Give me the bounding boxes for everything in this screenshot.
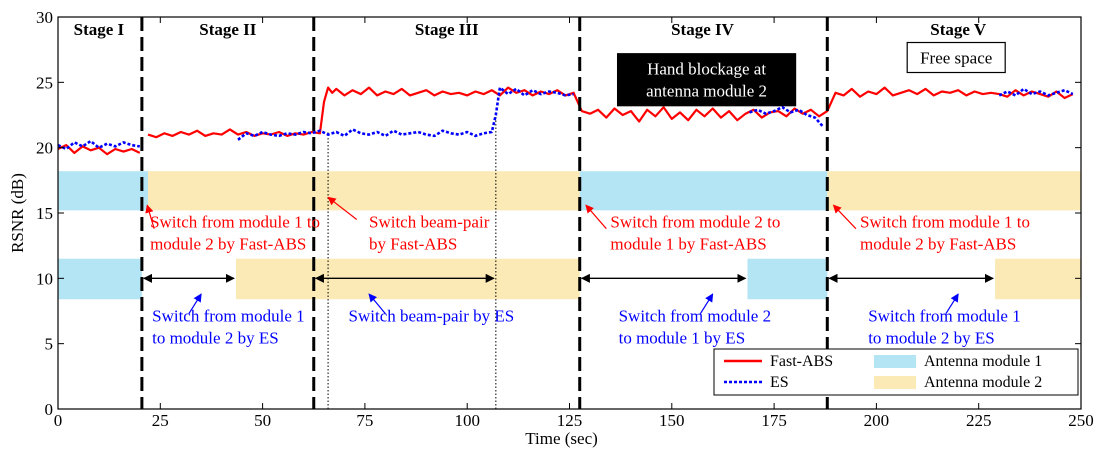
stage-labels: Stage I Stage II Stage III Stage IV Stage V bbox=[74, 20, 987, 39]
fast-abs-annotation-line: module 2 by Fast-ABS bbox=[150, 234, 306, 253]
y-tick-label: 10 bbox=[36, 269, 53, 288]
band-module1 bbox=[747, 258, 828, 300]
x-tick-label: 125 bbox=[557, 411, 583, 430]
stage-label: Stage I bbox=[74, 20, 125, 39]
y-tick-label: 5 bbox=[45, 335, 54, 354]
series-line-es bbox=[237, 86, 574, 141]
fast-abs-annotation-text: Switch from module 1 to module 2 by Fast-… bbox=[150, 212, 320, 253]
x-tick-label: 75 bbox=[356, 411, 373, 430]
series-line-fast-abs bbox=[147, 86, 1074, 139]
band-module2 bbox=[827, 171, 1081, 211]
es-annotation-arrow bbox=[699, 293, 714, 314]
fast-abs-annotation-line: Switch beam-pair bbox=[369, 212, 490, 231]
stage-label: Stage III bbox=[415, 20, 479, 39]
band-module1 bbox=[579, 171, 828, 211]
es-annotation-text: Switch beam-pair by ES bbox=[349, 307, 515, 326]
y-tick-label: 25 bbox=[36, 73, 53, 92]
fast-abs-annotation-line: Switch from module 1 to bbox=[150, 212, 320, 231]
fast-abs-annotation-line: module 2 by Fast-ABS bbox=[860, 234, 1016, 253]
y-tick-label: 0 bbox=[45, 400, 54, 419]
legend-label: ES bbox=[770, 374, 789, 391]
x-tick-label: 100 bbox=[454, 411, 480, 430]
blockage-label: Hand blockage at bbox=[647, 60, 766, 79]
fast-abs-annotation-arrow bbox=[585, 204, 607, 230]
series-line-fast-abs bbox=[57, 144, 141, 156]
fast-abs-annotation-line: Switch from module 1 to bbox=[860, 212, 1030, 231]
dotted-markers bbox=[327, 116, 497, 409]
es-annotation-line: to module 2 by ES bbox=[152, 329, 279, 348]
blockage-label: antenna module 2 bbox=[646, 82, 767, 101]
legend-swatch-patch bbox=[874, 376, 916, 389]
fast-abs-annotation-text: Switch from module 2 to module 1 by Fast-… bbox=[610, 212, 780, 253]
fast-abs-annotation-text: Switch from module 1 to module 2 by Fast-… bbox=[860, 212, 1030, 253]
x-tick-label: 225 bbox=[966, 411, 992, 430]
fast-abs-annotation-line: module 1 by Fast-ABS bbox=[610, 234, 766, 253]
legend-label: Antenna module 1 bbox=[924, 353, 1042, 370]
free-space-box bbox=[906, 41, 1006, 74]
es-annotation-line: Switch from module 1 bbox=[152, 307, 305, 326]
x-tick-label: 150 bbox=[659, 411, 685, 430]
legend-label: Fast-ABS bbox=[770, 353, 833, 370]
blockage-box bbox=[616, 53, 797, 107]
fast-abs-annotation-arrow bbox=[327, 196, 358, 221]
x-tick-label: 50 bbox=[254, 411, 271, 430]
series-line-es bbox=[749, 105, 825, 128]
es-annotation-arrow bbox=[188, 293, 202, 314]
es-annotation-text: Switch from module 1 to module 2 by ES bbox=[152, 307, 305, 348]
legend: Fast-ABS ES Antenna module 1 Antenna module… bbox=[713, 348, 1079, 396]
es-annotation-text: Switch from module 1 to module 2 by ES bbox=[868, 307, 1021, 348]
es-annotation-text: Switch from module 2 to module 1 by ES bbox=[619, 307, 772, 348]
fast-abs-annotation-arrow bbox=[145, 204, 155, 229]
x-axis-title: Time (sec) bbox=[525, 429, 598, 448]
fast-abs-annotation-text: Switch beam-pair by Fast-ABS bbox=[369, 212, 490, 253]
series-line-es bbox=[998, 87, 1074, 97]
y-tick-label: 20 bbox=[36, 139, 53, 158]
boxed-labels: Hand blockage at antenna module 2 Free spa… bbox=[616, 41, 1006, 107]
data-series bbox=[57, 86, 1074, 156]
band-module2 bbox=[995, 258, 1081, 300]
y-tick-label: 15 bbox=[36, 204, 53, 223]
axes: 0 25 50 75 100 125 150 175 200 225 250 0 5 10 15 20 25 30… bbox=[8, 8, 1094, 448]
stage-label: Stage IV bbox=[671, 20, 735, 39]
x-tick-label: 250 bbox=[1068, 411, 1094, 430]
series-line-es bbox=[57, 139, 141, 151]
y-tick-label: 30 bbox=[36, 8, 53, 27]
band-module1 bbox=[58, 171, 149, 211]
fast-abs-annotation-line: Switch from module 2 to bbox=[610, 212, 780, 231]
fast-abs-annotation-arrow bbox=[832, 204, 857, 230]
legend-label: Antenna module 2 bbox=[924, 374, 1042, 391]
legend-swatch-patch bbox=[874, 355, 916, 368]
es-annotation-line: to module 1 by ES bbox=[619, 329, 746, 348]
stage-label: Stage V bbox=[930, 20, 987, 39]
es-annotation-line: Switch beam-pair by ES bbox=[349, 307, 515, 326]
es-annotation-arrow bbox=[368, 293, 386, 314]
fast-abs-annotation-line: by Fast-ABS bbox=[369, 234, 457, 253]
annotations: Switch from module 1 to module 2 by Fast-… bbox=[145, 196, 1030, 348]
x-tick-label: 200 bbox=[864, 411, 890, 430]
es-annotation-arrow bbox=[945, 293, 959, 314]
band-module2 bbox=[148, 171, 580, 211]
es-annotation-line: to module 2 by ES bbox=[868, 329, 995, 348]
x-tick-label: 25 bbox=[152, 411, 169, 430]
free-space-label: Free space bbox=[920, 49, 992, 68]
es-annotation-line: Switch from module 1 bbox=[868, 307, 1021, 326]
es-annotation-line: Switch from module 2 bbox=[619, 307, 772, 326]
stage-label: Stage II bbox=[199, 20, 257, 39]
stage-boundaries bbox=[140, 17, 829, 409]
x-tick-label: 0 bbox=[54, 411, 63, 430]
band-module1 bbox=[58, 258, 142, 300]
band-module2 bbox=[236, 258, 580, 300]
y-axis-title: RSNR (dB) bbox=[8, 173, 27, 253]
x-tick-label: 175 bbox=[761, 411, 787, 430]
